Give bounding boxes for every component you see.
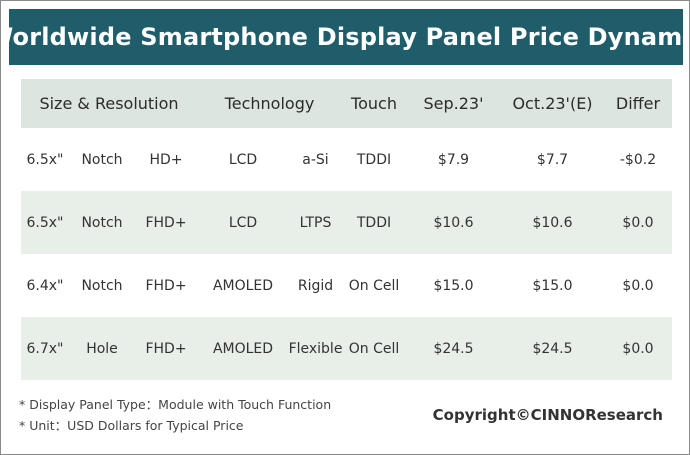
cell-differ: $0.0 (622, 214, 654, 231)
cell-technology: LCD (228, 151, 258, 168)
footnotes: * Display Panel Type：Module with Touch F… (19, 394, 331, 436)
cell-shape: Notch (81, 277, 123, 294)
cell-differ: -$0.2 (619, 151, 657, 168)
cell-differ: $0.0 (622, 277, 654, 294)
header-oct23: Oct.23'(E) (512, 94, 593, 113)
header-touch: Touch (351, 94, 397, 113)
table-row: 6.4x" Notch FHD+ AMOLED Rigid On Cell $1… (21, 254, 672, 317)
cell-technology: LCD (228, 214, 258, 231)
cell-resolution: FHD+ (145, 277, 187, 294)
header-sep23: Sep.23' (423, 94, 484, 113)
table-row: 6.5x" Notch HD+ LCD a-Si TDDI $7.9 $7.7 … (21, 128, 672, 191)
cell-sep23: $10.6 (433, 214, 474, 231)
copyright-text: Copyright©CINNOResearch (432, 406, 663, 424)
header-size-resolution: Size & Resolution (39, 94, 179, 113)
cell-oct23: $15.0 (532, 277, 573, 294)
cell-technology-sub: LTPS (299, 214, 332, 231)
cell-resolution: FHD+ (145, 214, 187, 231)
cell-oct23: $10.6 (532, 214, 573, 231)
cell-differ: $0.0 (622, 340, 654, 357)
cell-touch: On Cell (348, 277, 400, 294)
header-technology: Technology (224, 94, 315, 113)
cell-oct23: $24.5 (532, 340, 573, 357)
cell-shape: Notch (81, 151, 123, 168)
footnote-panel-type: * Display Panel Type：Module with Touch F… (19, 397, 332, 412)
table-row: 6.5x" Notch FHD+ LCD LTPS TDDI $10.6 $10… (21, 191, 672, 254)
cell-technology-sub: Flexible (288, 340, 343, 357)
header-differ: Differ (615, 94, 661, 113)
cell-oct23: $7.7 (536, 151, 569, 168)
cell-shape: Hole (86, 340, 118, 357)
cell-resolution: FHD+ (145, 340, 187, 357)
cell-resolution: HD+ (149, 151, 183, 168)
cell-technology: AMOLED (212, 340, 274, 357)
table-row: 6.7x" Hole FHD+ AMOLED Flexible On Cell … (21, 317, 672, 380)
cell-technology: AMOLED (212, 277, 274, 294)
cell-sep23: $7.9 (437, 151, 470, 168)
cell-size: 6.4x" (26, 277, 64, 294)
cell-touch: TDDI (356, 151, 392, 168)
cell-technology-sub: Rigid (297, 277, 334, 294)
price-table: Size & Resolution Technology Touch Sep.2… (21, 79, 672, 380)
cell-sep23: $15.0 (433, 277, 474, 294)
cell-sep23: $24.5 (433, 340, 474, 357)
cell-size: 6.5x" (26, 214, 64, 231)
cell-technology-sub: a-Si (302, 151, 329, 168)
cell-shape: Notch (81, 214, 123, 231)
page-title: Worldwide Smartphone Display Panel Price… (9, 9, 683, 65)
footnote-unit: * Unit：USD Dollars for Typical Price (19, 418, 244, 433)
cell-touch: TDDI (356, 214, 392, 231)
table-header-row: Size & Resolution Technology Touch Sep.2… (21, 79, 672, 128)
cell-size: 6.5x" (26, 151, 64, 168)
cell-size: 6.7x" (26, 340, 64, 357)
cell-touch: On Cell (348, 340, 400, 357)
